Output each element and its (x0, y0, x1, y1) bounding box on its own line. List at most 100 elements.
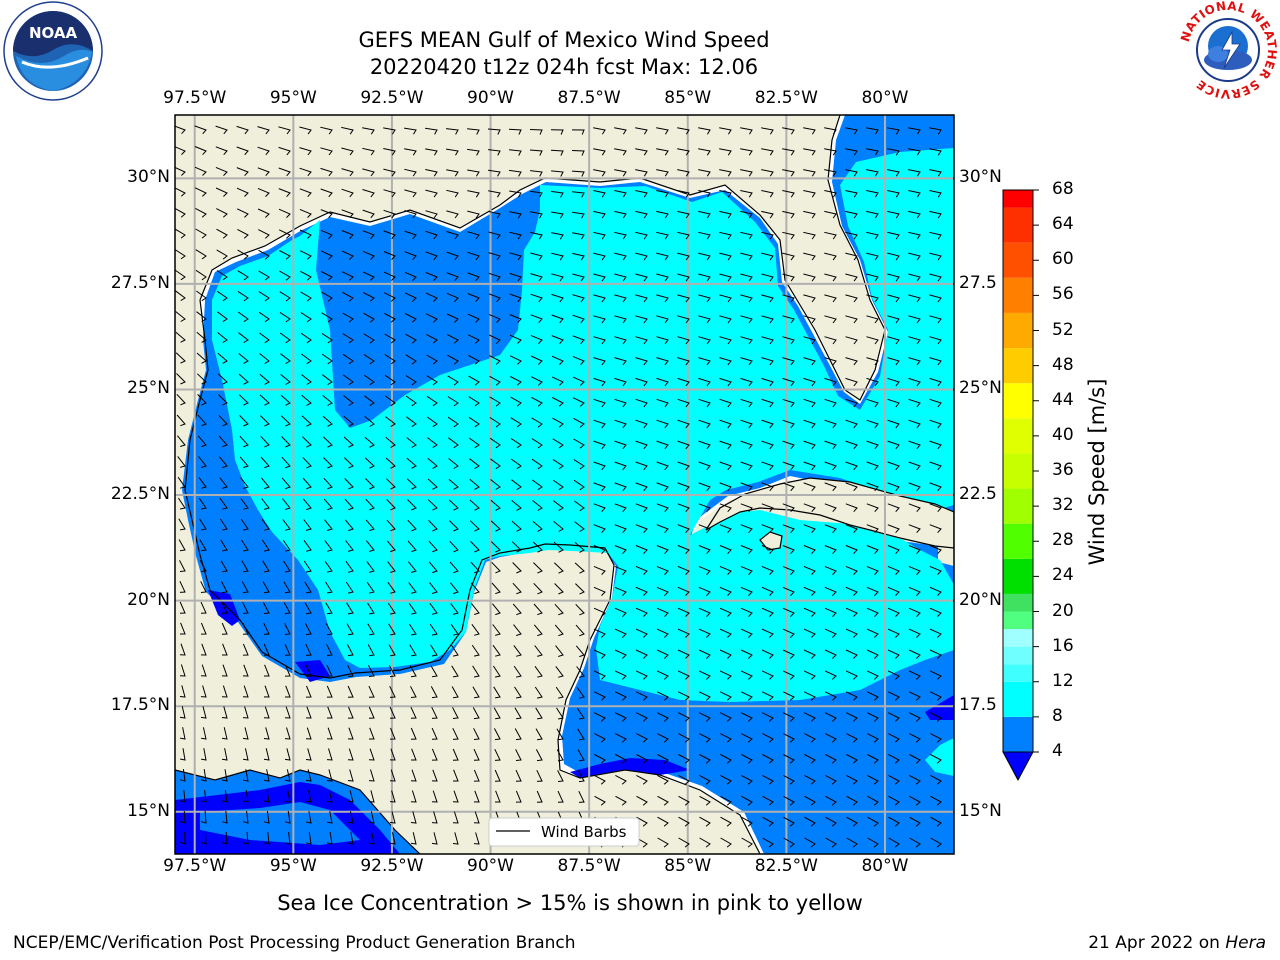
wind-barb (488, 334, 501, 344)
wind-barb (909, 837, 921, 848)
wind-barb (305, 769, 312, 782)
wind-barb (740, 127, 753, 135)
wind-barb (656, 691, 669, 701)
wind-barb (845, 419, 858, 429)
wind-barb (280, 415, 291, 427)
wind-barb (326, 727, 333, 740)
wind-barb (509, 252, 522, 261)
wind-barb (534, 686, 543, 699)
wind-barb (803, 586, 816, 596)
wind-barb (614, 712, 627, 722)
wind-barb (241, 539, 249, 552)
wind-barb (488, 231, 501, 240)
wind-barb (301, 353, 312, 365)
wind-barb (449, 540, 459, 553)
wind-barb (554, 583, 564, 595)
wind-barb (677, 545, 690, 555)
wind-barb (258, 270, 270, 281)
wind-barb (446, 292, 459, 302)
wind-barb (929, 586, 942, 596)
wind-barb (425, 230, 438, 240)
lon-tick-bottom: 90°W (467, 856, 515, 876)
wind-barb (243, 831, 249, 845)
wind-barb (261, 498, 270, 510)
wind-barb (929, 482, 942, 492)
wind-barb (782, 127, 795, 135)
wind-barb (322, 374, 333, 386)
wind-barb (782, 440, 795, 450)
wind-barb (740, 691, 753, 701)
wind-barb (325, 581, 333, 594)
wind-barb (221, 685, 228, 698)
wind-barb (554, 624, 564, 637)
wind-barb (303, 519, 312, 531)
wind-barb (761, 231, 774, 240)
wind-barb (866, 148, 879, 156)
lon-tick-bottom: 85°W (664, 856, 712, 876)
wind-barb (614, 565, 627, 575)
wind-barb (867, 837, 879, 848)
wind-barb (384, 374, 396, 386)
wind-barb (237, 311, 249, 323)
wind-barb (824, 294, 837, 303)
wind-barb (782, 357, 795, 366)
wind-barb (471, 644, 480, 657)
wind-barb (657, 795, 669, 806)
wind-barb (824, 336, 837, 345)
wind-barb (740, 357, 753, 366)
wind-barb (513, 665, 522, 678)
wind-barb (216, 228, 228, 239)
wind-barb (243, 811, 249, 824)
wind-barb (326, 644, 333, 656)
wind-barb (199, 539, 207, 552)
wind-barb (257, 208, 270, 218)
wind-barb (342, 291, 354, 302)
wind-barb (720, 733, 732, 743)
wind-barb (341, 168, 354, 177)
wind-barb (803, 565, 816, 575)
wind-barb (201, 831, 207, 845)
wind-barb (263, 622, 270, 635)
lon-tick-bottom: 87.5°W (557, 856, 621, 876)
wind-barb (929, 377, 942, 387)
wind-barb (803, 127, 816, 135)
wind-barb (740, 586, 753, 596)
wind-barb (698, 252, 711, 261)
wind-barb (472, 665, 480, 678)
wind-barb (803, 461, 816, 471)
wind-barb (386, 519, 396, 532)
wind-barb (430, 665, 438, 678)
wind-barb (593, 440, 606, 450)
wind-barb (571, 170, 585, 177)
wind-barb (887, 628, 900, 638)
wind-barb (845, 148, 858, 156)
wind-barb (514, 707, 522, 720)
colorbar-bin-17 (1003, 207, 1033, 243)
legend-label: Wind Barbs (541, 823, 627, 841)
wind-barb (282, 498, 291, 510)
wind-barb (320, 126, 333, 135)
wind-barb (866, 294, 879, 303)
wind-barb (425, 189, 438, 198)
wind-barb (512, 582, 522, 595)
wind-barb (177, 476, 186, 489)
wind-barb (635, 482, 648, 492)
wind-barb (761, 252, 774, 261)
wind-barb (656, 294, 669, 303)
wind-barb (614, 148, 627, 156)
wind-barb (468, 437, 480, 449)
wind-barb (719, 607, 732, 617)
wind-barb (218, 394, 228, 406)
wind-barb (364, 416, 375, 427)
wind-barb (719, 712, 732, 722)
wind-barb (556, 749, 564, 762)
wind-barb (280, 394, 291, 406)
wind-barb (533, 603, 543, 616)
wind-barb (574, 562, 585, 574)
colorbar-tick-label: 4 (1052, 741, 1063, 761)
wind-barb (344, 457, 354, 469)
cyan-patch-east (925, 738, 954, 776)
wind-barb (180, 831, 186, 845)
wind-barb (719, 691, 732, 701)
colorbar-bin-16 (1003, 242, 1033, 278)
